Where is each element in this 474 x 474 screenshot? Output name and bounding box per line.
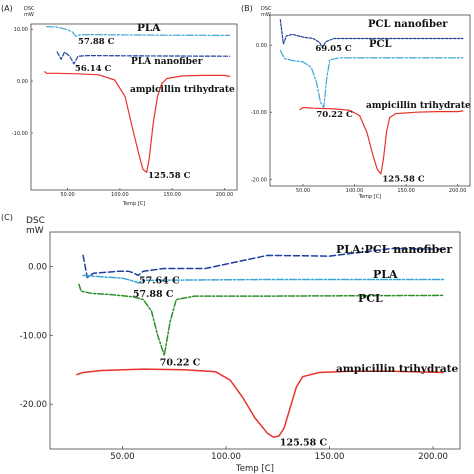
series-line-pla-nanofiber [56,51,231,65]
y-axis-label: DSC [24,6,35,12]
x-tick-label: 50.00 [60,192,74,198]
series-line-ampicillin-trihydrate [76,368,445,439]
series-line-pla-pcl-nanofiber [82,247,445,279]
series-line-pcl [279,49,464,109]
peak-annotation: 125.58 C [382,174,424,184]
x-tick-label: 200.00 [418,452,448,462]
plot-frame [269,14,471,187]
peak-annotation: 125.58 C [148,171,190,181]
x-tick-label: 150.00 [315,452,345,462]
series-line-pla [46,26,231,38]
x-tick-label: 100.00 [111,192,129,198]
series-line-ampicillin-trihydrate [44,71,231,173]
peak-annotation: 57.88 C [78,37,115,47]
y-tick-label: 10.00 [14,27,28,33]
panel-letter: (B) [241,4,253,13]
series-label: ampicillin trihydrate [336,363,459,375]
y-tick-label: -10.00 [12,131,28,137]
x-axis-label: Temp [C] [122,201,145,207]
series-label: PLA [373,268,398,281]
y-tick-label: 0.00 [17,79,28,85]
y-tick-label: -10.00 [251,110,267,116]
x-tick-label: 100.00 [346,188,364,194]
plot-frame [30,23,238,191]
peak-annotation: 70.22 C [160,358,201,369]
series-label: PCL [358,292,383,305]
series-line-pcl-nanofiber [279,19,464,48]
peak-annotation: 57.88 C [133,289,174,300]
series-label: ampicillin trihydrate [366,101,471,111]
plot-frame [49,231,461,450]
series-label: PLA [137,22,161,34]
peak-annotation: 125.58 C [280,438,328,449]
series-label: PCL nanofiber [368,19,448,30]
series-label: ampicillin trihydrate [130,85,235,95]
panel-letter: (C) [1,213,13,222]
peak-annotation: 69.05 C [315,44,352,54]
y-tick-label: -20.00 [20,400,47,410]
peak-annotation: 70.22 C [316,110,353,120]
series-line-ampicillin-trihydrate [299,106,464,175]
x-axis-label: Temp [C] [358,194,381,200]
y-axis-label: DSC [261,6,272,12]
series-label: PCL [369,39,392,50]
x-tick-label: 150.00 [397,188,415,194]
x-tick-label: 200.00 [216,192,234,198]
y-tick-label: 0.00 [256,43,267,49]
x-tick-label: 150.00 [163,192,181,198]
series-line-pcl [78,283,445,357]
y-axis-unit: mW [26,226,44,236]
y-tick-label: 0.00 [28,262,47,272]
x-axis-label: Temp [C] [235,464,274,474]
y-axis-unit: mW [261,12,271,18]
y-axis-label: DSC [26,216,45,226]
x-tick-label: 100.00 [211,452,241,462]
y-tick-label: -10.00 [20,331,47,341]
y-axis-unit: mW [24,12,34,18]
series-label: PLA nanofiber [131,57,203,67]
series-line-pla [82,274,445,284]
peak-annotation: 56.14 C [75,64,112,74]
x-tick-label: 50.00 [110,452,134,462]
panel-letter: (A) [1,4,13,13]
series-label: PLA:PCL nanofiber [336,243,452,256]
y-tick-label: -20.00 [251,177,267,183]
x-tick-label: 200.00 [449,188,467,194]
peak-annotation: 57.64 C [139,276,180,287]
x-tick-label: 50.00 [296,188,310,194]
